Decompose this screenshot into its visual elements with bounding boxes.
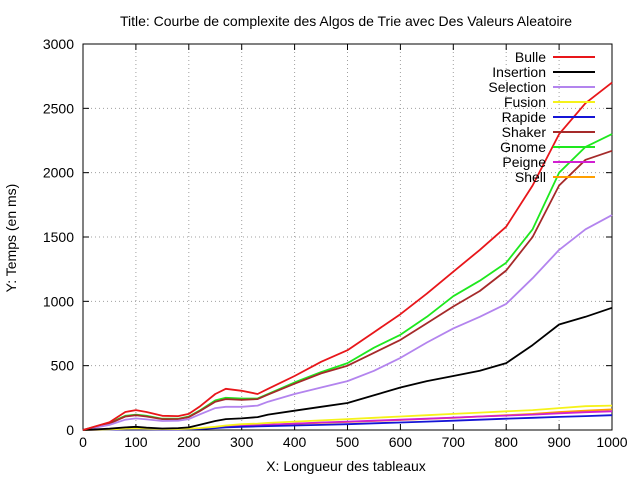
series-line-bulle — [82, 81, 613, 431]
y-tick-label: 2500 — [43, 100, 74, 116]
y-tick-label: 1000 — [43, 293, 74, 309]
series-line-shaker — [82, 149, 613, 431]
chart-title: Title: Courbe de complexite des Algos de… — [120, 13, 572, 29]
series-lines — [82, 81, 613, 431]
x-tick-label: 1000 — [596, 434, 627, 450]
x-tick-label: 500 — [336, 434, 360, 450]
legend-label-shell: Shell — [515, 169, 546, 185]
y-tick-label: 0 — [66, 422, 74, 438]
x-tick-label: 900 — [547, 434, 571, 450]
legend-label-rapide: Rapide — [502, 109, 547, 125]
series-line-insertion — [82, 306, 613, 431]
x-tick-label: 800 — [495, 434, 519, 450]
x-tick-label: 0 — [79, 434, 87, 450]
legend-label-insertion: Insertion — [492, 64, 546, 80]
axes: 0 100 200 300 400 500 600 700 800 900 1000 0 500 1000… — [43, 36, 628, 450]
x-tick-label: 300 — [230, 434, 254, 450]
x-tick-label: 100 — [124, 434, 148, 450]
y-tick-label: 2000 — [43, 165, 74, 181]
legend-label-gnome: Gnome — [500, 139, 546, 155]
y-tick-label: 500 — [51, 358, 75, 374]
y-axis-label: Y: Temps (en ms) — [3, 184, 19, 293]
legend-label-peigne: Peigne — [502, 154, 546, 170]
x-tick-label: 700 — [442, 434, 466, 450]
y-tick-label: 1500 — [43, 229, 74, 245]
x-tick-label: 400 — [283, 434, 307, 450]
grid — [83, 44, 612, 430]
legend-label-bulle: Bulle — [515, 49, 546, 65]
legend-label-selection: Selection — [488, 79, 546, 95]
legend-label-fusion: Fusion — [504, 94, 546, 110]
x-axis-label: X: Longueur des tableaux — [266, 458, 426, 474]
legend: BulleInsertionSelectionFusionRapideShake… — [488, 49, 595, 185]
y-tick-label: 3000 — [43, 36, 74, 52]
x-tick-label: 200 — [177, 434, 201, 450]
legend-label-shaker: Shaker — [502, 124, 547, 140]
x-tick-label: 600 — [389, 434, 413, 450]
series-line-selection — [82, 214, 613, 431]
